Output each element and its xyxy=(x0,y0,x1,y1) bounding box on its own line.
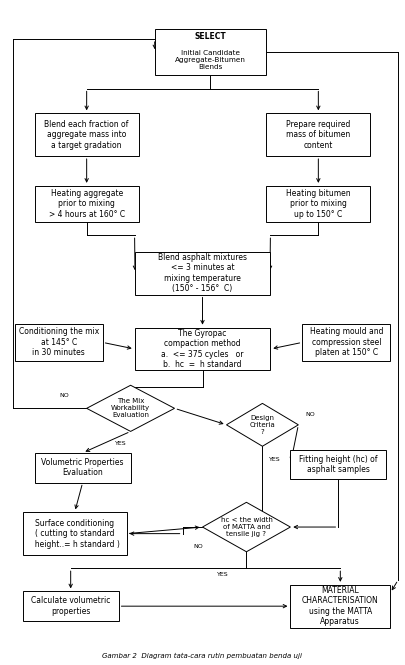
Text: Conditioning the mix
at 145° C
in 30 minutes: Conditioning the mix at 145° C in 30 min… xyxy=(19,327,99,357)
Text: Blend asphalt mixtures
<= 3 minutes at
mixing temperature
(150° - 156°  C): Blend asphalt mixtures <= 3 minutes at m… xyxy=(158,253,247,293)
Text: Heating mould and
compression steel
platen at 150° C: Heating mould and compression steel plat… xyxy=(309,327,383,357)
Text: Blend each fraction of
aggregate mass into
a target gradation: Blend each fraction of aggregate mass in… xyxy=(45,120,129,150)
Text: hc < the width
of MATTA and
tensile jig ?: hc < the width of MATTA and tensile jig … xyxy=(220,517,273,537)
FancyBboxPatch shape xyxy=(35,186,139,222)
Text: Gambar 2  Diagram tata-cara rutin pembuatan benda uji: Gambar 2 Diagram tata-cara rutin pembuat… xyxy=(102,653,303,659)
Text: The Mix
Workability
Evaluation: The Mix Workability Evaluation xyxy=(111,398,150,418)
Text: Surface conditioning
( cutting to standard
  height..= h standard ): Surface conditioning ( cutting to standa… xyxy=(30,519,119,549)
FancyBboxPatch shape xyxy=(290,585,390,628)
Polygon shape xyxy=(202,502,290,552)
FancyBboxPatch shape xyxy=(23,591,119,621)
Text: NO: NO xyxy=(194,545,203,549)
Text: NO: NO xyxy=(305,412,315,418)
FancyBboxPatch shape xyxy=(266,113,370,156)
FancyBboxPatch shape xyxy=(155,29,266,75)
Text: YES: YES xyxy=(115,441,126,446)
Text: Design
Criteria
?: Design Criteria ? xyxy=(249,415,275,435)
Text: SELECT: SELECT xyxy=(195,32,226,41)
FancyBboxPatch shape xyxy=(23,512,127,555)
Text: Calculate volumetric
properties: Calculate volumetric properties xyxy=(31,597,111,616)
Polygon shape xyxy=(87,385,175,432)
FancyBboxPatch shape xyxy=(134,252,271,295)
Text: Initial Candidate
Aggregate-Bitumen
Blends: Initial Candidate Aggregate-Bitumen Blen… xyxy=(175,50,246,70)
Text: Heating aggregate
prior to mixing
> 4 hours at 160° C: Heating aggregate prior to mixing > 4 ho… xyxy=(49,189,125,219)
Text: YES: YES xyxy=(217,573,228,577)
Text: Volumetric Properties
Evaluation: Volumetric Properties Evaluation xyxy=(41,458,124,477)
FancyBboxPatch shape xyxy=(266,186,370,222)
FancyBboxPatch shape xyxy=(134,328,271,370)
Text: Prepare required
mass of bitumen
content: Prepare required mass of bitumen content xyxy=(286,120,350,150)
Text: NO: NO xyxy=(60,392,70,398)
Text: Fitting height (hc) of
asphalt samples: Fitting height (hc) of asphalt samples xyxy=(299,455,377,474)
Text: Heating bitumen
prior to mixing
up to 150° C: Heating bitumen prior to mixing up to 15… xyxy=(286,189,351,219)
FancyBboxPatch shape xyxy=(15,325,102,360)
FancyBboxPatch shape xyxy=(303,325,390,360)
Polygon shape xyxy=(226,404,298,446)
Text: YES: YES xyxy=(269,457,280,462)
Text: The Gyropac
compaction method
a.  <= 375 cycles   or
b.  hc  =  h standard: The Gyropac compaction method a. <= 375 … xyxy=(161,329,244,369)
FancyBboxPatch shape xyxy=(35,113,139,156)
FancyBboxPatch shape xyxy=(35,453,130,483)
Text: MATERIAL
CHARACTERISATION
using the MATTA
Apparatus: MATERIAL CHARACTERISATION using the MATT… xyxy=(302,586,379,626)
FancyBboxPatch shape xyxy=(290,450,386,479)
